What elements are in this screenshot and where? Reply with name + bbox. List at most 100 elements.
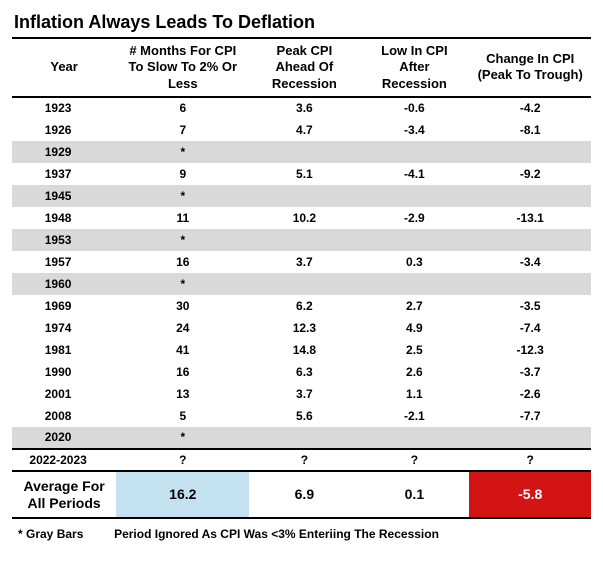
footnote-left: * Gray Bars [18,527,83,541]
col-peak: Peak CPI Ahead Of Recession [249,38,359,97]
cell-peak: 6.2 [249,295,359,317]
cell-low: -3.4 [359,119,469,141]
cell-change [469,185,591,207]
avg-low: 0.1 [359,471,469,519]
cell-change [469,141,591,163]
cell-low [359,185,469,207]
cell-months: 7 [116,119,249,141]
cell-peak: 3.7 [249,251,359,273]
cell-months: 5 [116,405,249,427]
table-row: 1990166.32.6-3.7 [12,361,591,383]
cell-change [469,229,591,251]
cell-change: -7.7 [469,405,591,427]
table-row: 19481110.2-2.9-13.1 [12,207,591,229]
cell-low: -4.1 [359,163,469,185]
table-row: 1960* [12,273,591,295]
cell-months: * [116,141,249,163]
cell-peak: 5.6 [249,405,359,427]
cell-year: 1990 [12,361,116,383]
table-row: 1945* [12,185,591,207]
inflation-table: Year # Months For CPI To Slow To 2% Or L… [12,37,591,519]
cell-peak [249,185,359,207]
cell-year: 2008 [12,405,116,427]
cell-peak: 5.1 [249,163,359,185]
cell-months: * [116,273,249,295]
avg-label: Average For All Periods [12,471,116,519]
cell-change: -3.4 [469,251,591,273]
table-row: 2022-2023???? [12,449,591,471]
cell-peak: 3.6 [249,97,359,119]
cell-peak: 10.2 [249,207,359,229]
table-header-row: Year # Months For CPI To Slow To 2% Or L… [12,38,591,97]
cell-peak [249,427,359,449]
table-row: 1969306.22.7-3.5 [12,295,591,317]
table-row: 1953* [12,229,591,251]
cell-months: 41 [116,339,249,361]
cell-months: ? [116,449,249,471]
cell-change: -8.1 [469,119,591,141]
table-row: 200855.6-2.1-7.7 [12,405,591,427]
cell-year: 1929 [12,141,116,163]
cell-months: * [116,185,249,207]
table-row: 193795.1-4.1-9.2 [12,163,591,185]
cell-year: 1960 [12,273,116,295]
cell-months: * [116,427,249,449]
cell-months: 30 [116,295,249,317]
cell-year: 1953 [12,229,116,251]
cell-low: -2.1 [359,405,469,427]
cell-year: 1981 [12,339,116,361]
cell-low: 0.3 [359,251,469,273]
cell-year: 1957 [12,251,116,273]
avg-peak: 6.9 [249,471,359,519]
footnote-right: Period Ignored As CPI Was <3% Enteriing … [114,527,439,541]
cell-months: 11 [116,207,249,229]
col-low: Low In CPI After Recession [359,38,469,97]
col-months: # Months For CPI To Slow To 2% Or Less [116,38,249,97]
cell-change: -9.2 [469,163,591,185]
cell-low [359,141,469,163]
cell-months: 16 [116,361,249,383]
cell-low: -0.6 [359,97,469,119]
cell-months: 13 [116,383,249,405]
table-row: 1929* [12,141,591,163]
cell-months: 24 [116,317,249,339]
cell-low: 1.1 [359,383,469,405]
cell-low: ? [359,449,469,471]
cell-peak: ? [249,449,359,471]
cell-months: 9 [116,163,249,185]
footnote: * Gray Bars Period Ignored As CPI Was <3… [12,527,591,541]
cell-low: 2.7 [359,295,469,317]
cell-peak [249,273,359,295]
cell-year: 2020 [12,427,116,449]
cell-year: 2001 [12,383,116,405]
table-row: 19814114.82.5-12.3 [12,339,591,361]
cell-change [469,427,591,449]
cell-low: 4.9 [359,317,469,339]
cell-low: 2.5 [359,339,469,361]
cell-year: 1945 [12,185,116,207]
col-change: Change In CPI (Peak To Trough) [469,38,591,97]
table-row: 192363.6-0.6-4.2 [12,97,591,119]
cell-peak [249,229,359,251]
cell-year: 2022-2023 [12,449,116,471]
cell-year: 1969 [12,295,116,317]
col-year: Year [12,38,116,97]
cell-year: 1974 [12,317,116,339]
cell-months: 6 [116,97,249,119]
cell-year: 1948 [12,207,116,229]
table-row: 1957163.70.3-3.4 [12,251,591,273]
cell-low [359,273,469,295]
cell-year: 1937 [12,163,116,185]
table-row: 19742412.34.9-7.4 [12,317,591,339]
cell-months: * [116,229,249,251]
cell-low [359,229,469,251]
cell-year: 1926 [12,119,116,141]
cell-peak: 4.7 [249,119,359,141]
cell-low: 2.6 [359,361,469,383]
cell-year: 1923 [12,97,116,119]
cell-peak: 6.3 [249,361,359,383]
cell-peak: 14.8 [249,339,359,361]
cell-change [469,273,591,295]
avg-months: 16.2 [116,471,249,519]
cell-peak: 3.7 [249,383,359,405]
